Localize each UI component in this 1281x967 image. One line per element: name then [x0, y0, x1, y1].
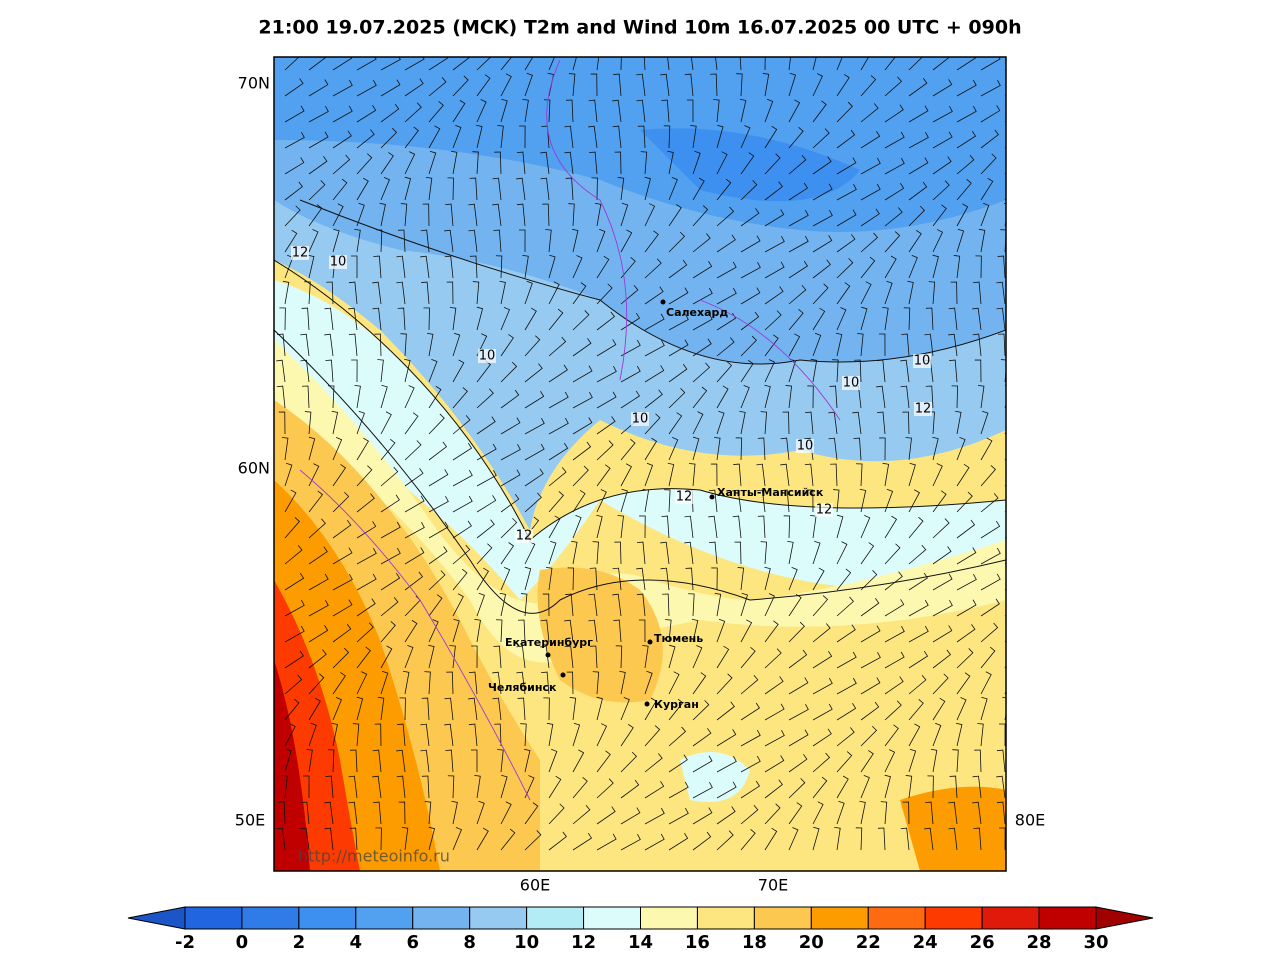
contour-label: 10 [797, 439, 814, 454]
colorbar-box [810, 906, 869, 930]
city-dot [647, 639, 653, 645]
city-dot [644, 701, 650, 707]
colorbar-box [355, 906, 414, 930]
colorbar-box [583, 906, 641, 930]
colorbar-tick-label: 0 [236, 932, 249, 953]
colorbar-tick-label: 22 [856, 932, 881, 953]
colorbar-box [1038, 906, 1097, 930]
city-label: Тюмень [654, 632, 703, 645]
contour-label: 12 [676, 490, 693, 505]
map-frame [273, 56, 1007, 872]
contour-label-bg [329, 255, 347, 269]
city-label: Екатеринбург [505, 636, 593, 649]
contour-label-bg [815, 503, 833, 517]
city-label: Челябинск [488, 681, 557, 694]
colorbar-box [469, 906, 528, 930]
contour-label-bg [478, 349, 496, 363]
colorbar-tick-label: 24 [913, 932, 938, 953]
colorbar-box [640, 906, 698, 930]
title: 21:00 19.07.2025 (MCK) T2m and Wind 10m … [258, 17, 1021, 39]
city-dot [660, 299, 666, 305]
contour-label-bg [914, 402, 932, 416]
city-label: Ханты-Мансийск [717, 486, 824, 499]
contour-label: 10 [843, 376, 860, 391]
contour-label: 10 [479, 349, 496, 364]
colorbar-box [867, 906, 926, 930]
lon-label: 70E [758, 876, 788, 895]
colorbar-over [1095, 906, 1154, 930]
colorbar-tick-label: 6 [406, 932, 419, 953]
colorbar-under [127, 906, 186, 930]
colorbar-box [753, 906, 812, 930]
colorbar-box [184, 906, 243, 930]
colorbar-box [298, 906, 357, 930]
colorbar-tick-label: -2 [175, 932, 195, 953]
colorbar-tick-label: 4 [350, 932, 363, 953]
city-label: Курган [654, 698, 699, 711]
colorbar-tick-label: 10 [514, 932, 539, 953]
lon-label: 80E [1015, 811, 1045, 830]
contours [274, 199, 1006, 614]
contour-label-bg [913, 354, 931, 368]
contour-label: 10 [330, 255, 347, 270]
colorbar-box [526, 906, 585, 930]
map-field [274, 57, 1006, 871]
colorbar-tick-label: 8 [463, 932, 476, 953]
colorbar-box [981, 906, 1040, 930]
colorbar-tick-label: 2 [293, 932, 306, 953]
contour-label-bg [291, 246, 309, 260]
colorbar-tick-label: 14 [628, 932, 653, 953]
contour-label-bg [631, 412, 649, 426]
colorbar-box [241, 906, 300, 930]
contour-label: 12 [816, 503, 833, 518]
colorbar-box [412, 906, 471, 930]
contour-label: 12 [516, 529, 533, 544]
city-dot [560, 672, 566, 678]
contour-label: 12 [292, 246, 309, 261]
contour-label-bg [842, 376, 860, 390]
contour-label: 12 [915, 402, 932, 417]
colorbar-tick-label: 30 [1083, 932, 1108, 953]
colorbar-tick-label: 28 [1027, 932, 1052, 953]
lat-label: 60N [238, 459, 270, 478]
colorbar-box [924, 906, 983, 930]
lat-label: 70N [238, 74, 270, 93]
colorbar-tick-label: 16 [685, 932, 710, 953]
city-label: Салехард [666, 306, 728, 319]
colorbar-tick-label: 26 [970, 932, 995, 953]
contour-label-bg [675, 490, 693, 504]
city-dot [545, 652, 551, 658]
city-dot [709, 494, 715, 500]
lon-label: 50E [235, 811, 265, 830]
colorbar-tick-label: 12 [571, 932, 596, 953]
contour-label-bg [515, 529, 533, 543]
colorbar-box [696, 906, 755, 930]
lon-label: 60E [520, 876, 550, 895]
wind-barbs [276, 57, 1006, 851]
colorbar-tick-label: 18 [742, 932, 767, 953]
contour-label: 10 [914, 354, 931, 369]
watermark: http://meteoinfo.ru [298, 847, 450, 866]
contour-label: 10 [632, 412, 649, 427]
contour-label-bg [796, 439, 814, 453]
colorbar-tick-label: 20 [799, 932, 824, 953]
